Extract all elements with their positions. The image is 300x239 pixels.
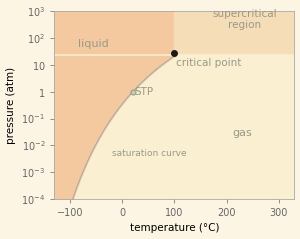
Text: saturation curve: saturation curve	[112, 149, 186, 158]
Text: liquid: liquid	[78, 39, 109, 49]
Text: STP: STP	[135, 87, 154, 97]
Text: critical point: critical point	[176, 59, 242, 68]
Y-axis label: pressure (atm): pressure (atm)	[6, 67, 16, 144]
Text: supercritical
region: supercritical region	[212, 9, 277, 30]
Text: gas: gas	[232, 128, 252, 137]
X-axis label: temperature (°C): temperature (°C)	[130, 223, 219, 234]
